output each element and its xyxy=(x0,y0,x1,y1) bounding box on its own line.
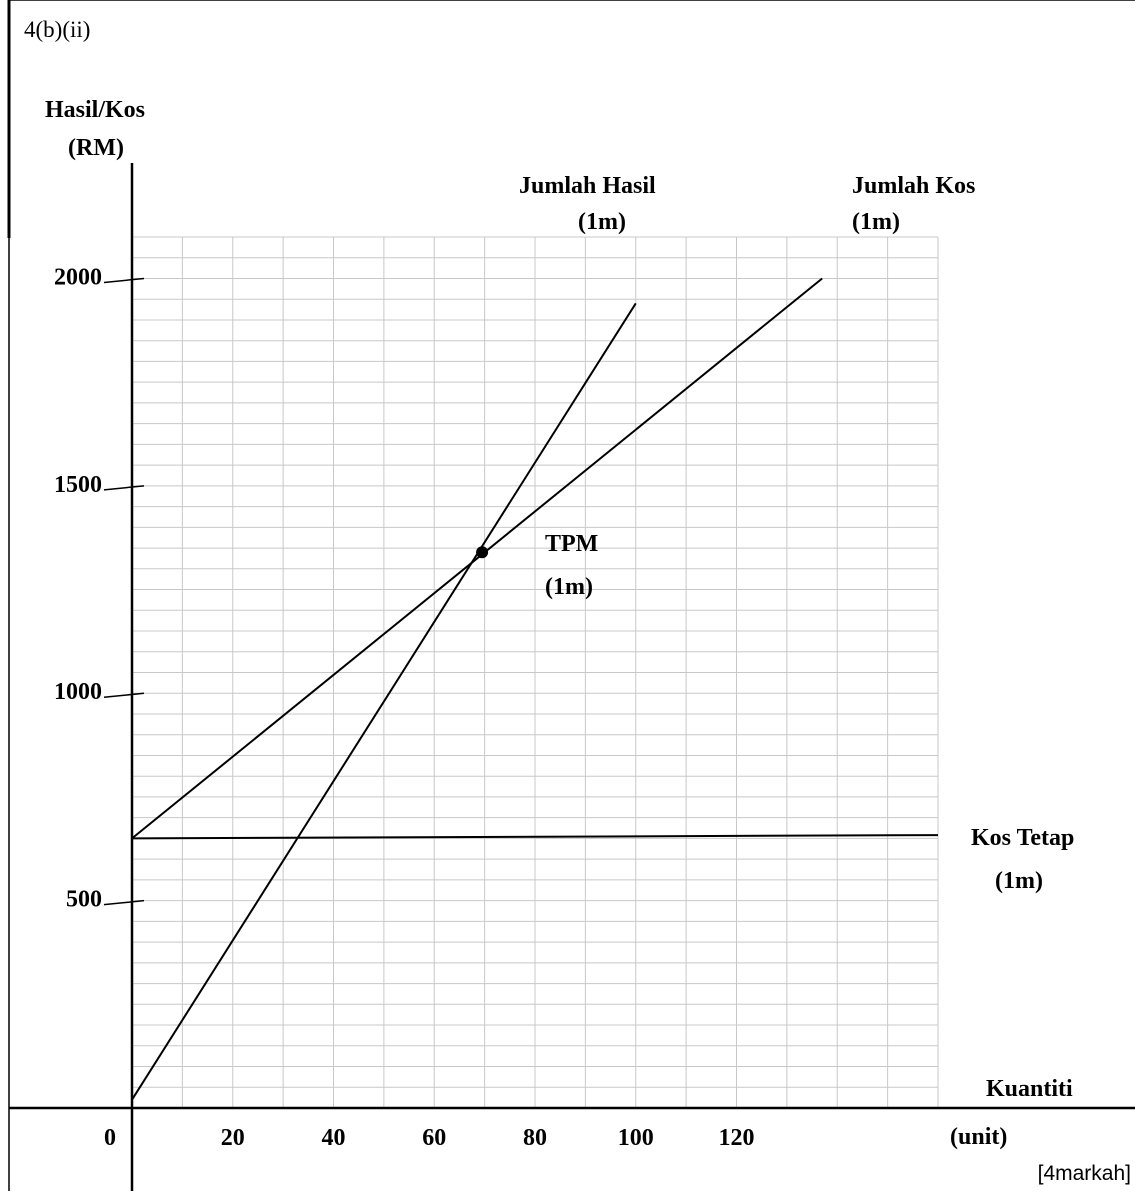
x-tick-label: 0 xyxy=(104,1125,116,1151)
y-tick-label: 500 xyxy=(66,887,102,913)
break-even-point-marker xyxy=(476,546,489,559)
marks-note: [4markah] xyxy=(1038,1162,1131,1185)
y-tick-mark xyxy=(103,485,145,491)
series-label-kos-tetap: Kos Tetap xyxy=(971,825,1074,851)
question-reference: 4(b)(ii) xyxy=(24,17,90,42)
y-axis-title-line2: (RM) xyxy=(68,135,124,161)
answer-box-frame xyxy=(7,0,1135,1191)
y-tick-mark xyxy=(103,277,145,284)
x-tick-label: 20 xyxy=(221,1125,245,1151)
series-label-jumlah-kos: Jumlah Kos xyxy=(852,173,975,199)
x-tick-labels: 0 20 40 60 80 100 120 xyxy=(104,1125,755,1151)
series-mark-kos-tetap: (1m) xyxy=(995,868,1043,894)
series-lines xyxy=(131,277,939,1101)
y-axis-title-line1: Hasil/Kos xyxy=(45,97,145,123)
grid xyxy=(132,236,939,1108)
y-tick-marks xyxy=(103,277,145,906)
series-line-jumlah-kos xyxy=(131,277,823,840)
y-tick-mark xyxy=(103,692,145,698)
x-tick-label: 60 xyxy=(422,1125,446,1151)
x-axis-title-line2: (unit) xyxy=(950,1124,1007,1150)
series-label-jumlah-hasil: Jumlah Hasil xyxy=(519,173,656,199)
annotation-mark-tpm: (1m) xyxy=(545,574,593,600)
series-line-kos-tetap xyxy=(131,834,939,840)
y-tick-label: 2000 xyxy=(54,264,102,290)
series-mark-jumlah-kos: (1m) xyxy=(852,209,900,235)
series-mark-jumlah-hasil: (1m) xyxy=(578,209,626,235)
x-tick-label: 100 xyxy=(618,1125,654,1151)
y-tick-label: 1000 xyxy=(54,679,102,705)
series-line-jumlah-hasil xyxy=(131,302,637,1101)
x-tick-label: 120 xyxy=(719,1125,755,1151)
y-tick-mark xyxy=(103,899,145,906)
annotation-label-tpm: TPM xyxy=(545,531,598,557)
axes xyxy=(9,163,1135,1191)
x-tick-label: 40 xyxy=(322,1125,346,1151)
annotation-points xyxy=(476,546,489,559)
y-tick-labels: 2000 1500 1000 500 xyxy=(54,264,102,912)
y-tick-label: 1500 xyxy=(54,472,102,498)
x-tick-label: 80 xyxy=(523,1125,547,1151)
x-axis-title-line1: Kuantiti xyxy=(986,1076,1073,1102)
